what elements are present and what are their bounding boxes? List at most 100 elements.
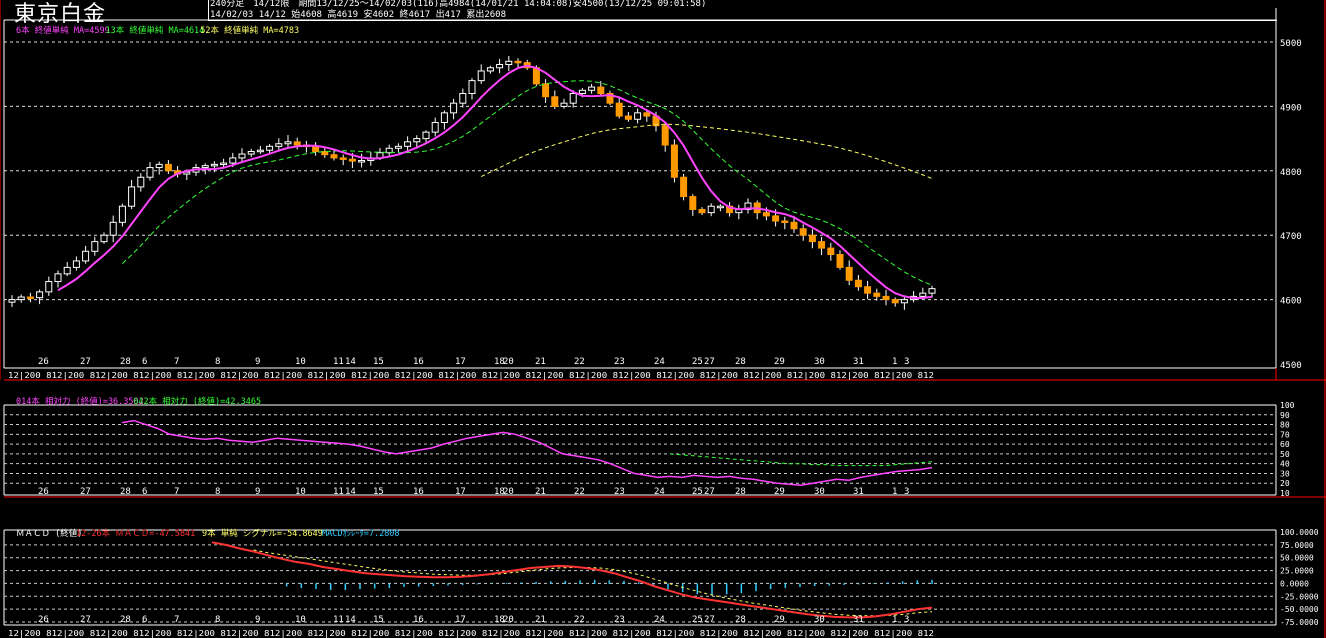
candle-body bbox=[634, 112, 642, 120]
macd-date-label: 10 bbox=[295, 615, 306, 625]
macd-date-label: 11 bbox=[333, 615, 344, 625]
header-line-2: 14/02/03 14/12 始4608 高4619 安4602 終4617 出… bbox=[210, 10, 506, 20]
candle-body bbox=[45, 281, 53, 293]
rsi-date-label: 8 bbox=[215, 487, 220, 497]
macd-date-label: 14 bbox=[345, 615, 356, 625]
candle-body bbox=[689, 196, 697, 210]
candle-body bbox=[707, 205, 715, 214]
rsi-tick-label: 80 bbox=[1280, 421, 1290, 430]
candle-body bbox=[772, 215, 780, 222]
candle-body bbox=[468, 80, 476, 95]
rsi-tick-label: 70 bbox=[1280, 430, 1290, 439]
main-date-label: 20 bbox=[503, 357, 514, 367]
candle-body bbox=[597, 86, 605, 95]
main-date-label: 25 bbox=[692, 357, 703, 367]
main-date-label: 28 bbox=[735, 357, 746, 367]
candle-body bbox=[229, 157, 237, 164]
macd-date-label: 15 bbox=[373, 615, 384, 625]
macd-date-label: 23 bbox=[614, 615, 625, 625]
rsi-date-label: 22 bbox=[574, 487, 585, 497]
main-date-label: 11 bbox=[333, 357, 344, 367]
main-date-label: 28 bbox=[120, 357, 131, 367]
rsi-date-label: 15 bbox=[373, 487, 384, 497]
macd-legend-item: 12-26本 ＭＡＣＤ=-47.5841 bbox=[76, 528, 195, 539]
main-date-label: 31 bbox=[853, 357, 864, 367]
rsi-date-label: 9 bbox=[255, 487, 260, 497]
candle-body bbox=[698, 208, 706, 214]
rsi-date-label: 11 bbox=[333, 487, 344, 497]
candle-body bbox=[569, 93, 577, 104]
candle-body bbox=[210, 163, 218, 167]
main-date-label: 27 bbox=[80, 357, 91, 367]
main-date-label: 10 bbox=[295, 357, 306, 367]
macd-date-label: 1 bbox=[892, 615, 897, 625]
candle-body bbox=[100, 234, 108, 243]
macd-signal-line bbox=[253, 549, 933, 617]
rsi-date-label: 10 bbox=[295, 487, 306, 497]
main-date-label: 17 bbox=[455, 357, 466, 367]
candle-body bbox=[109, 221, 117, 236]
rsi-date-label: 29 bbox=[774, 487, 785, 497]
macd-date-label: 17 bbox=[455, 615, 466, 625]
candle-body bbox=[404, 141, 412, 147]
macd-tick-label: -75.0000 bbox=[1280, 618, 1319, 627]
ma13-line bbox=[122, 80, 933, 286]
main-date-label: 8 bbox=[215, 357, 220, 367]
rsi-tick-label: 30 bbox=[1280, 469, 1290, 478]
candle-body bbox=[680, 176, 688, 198]
candle-body bbox=[900, 299, 908, 304]
candle-body bbox=[201, 165, 209, 169]
price-tick-label: 4700 bbox=[1280, 232, 1302, 242]
main-date-label: 30 bbox=[814, 357, 825, 367]
candle-body bbox=[413, 138, 421, 143]
macd-time-row: 12|200 812|200 812|200 812|200 812|200 8… bbox=[8, 629, 934, 638]
candle-body bbox=[827, 247, 835, 256]
macd-date-label: 24 bbox=[654, 615, 665, 625]
candle-body bbox=[919, 292, 927, 297]
candle-body bbox=[864, 286, 872, 294]
candle-body bbox=[293, 141, 301, 146]
candle-body bbox=[256, 149, 264, 153]
macd-date-label: 7 bbox=[174, 615, 179, 625]
price-tick-label: 4500 bbox=[1280, 361, 1302, 371]
main-date-label: 18 bbox=[494, 357, 505, 367]
rsi-legend-item: 014本 相対力 (終値)=36.3562 bbox=[16, 396, 144, 407]
candle-body bbox=[247, 150, 255, 155]
candle-body bbox=[873, 292, 881, 297]
candle-body bbox=[744, 202, 752, 210]
candle-body bbox=[36, 291, 44, 299]
candle-body bbox=[808, 234, 816, 243]
rsi-date-label: 28 bbox=[735, 487, 746, 497]
candle-body bbox=[385, 147, 393, 154]
candle-body bbox=[477, 70, 485, 82]
candle-body bbox=[496, 64, 504, 69]
candle-body bbox=[588, 86, 596, 91]
macd-date-label: 8 bbox=[215, 615, 220, 625]
macd-tick-label: 0.0000 bbox=[1280, 579, 1309, 588]
candle-body bbox=[854, 279, 862, 288]
rsi-date-label: 27 bbox=[80, 487, 91, 497]
candle-body bbox=[845, 266, 853, 281]
rsi-date-label: 3 bbox=[904, 487, 909, 497]
main-legend-item: 52本 終値単純 MA=4783 bbox=[200, 25, 299, 36]
macd-date-label: 16 bbox=[413, 615, 424, 625]
candle-body bbox=[882, 295, 890, 301]
macd-date-label: 9 bbox=[255, 615, 260, 625]
rsi-date-label: 6 bbox=[142, 487, 147, 497]
candle-body bbox=[394, 145, 402, 149]
rsi-date-label: 24 bbox=[654, 487, 665, 497]
main-date-label: 26 bbox=[38, 357, 49, 367]
candle-body bbox=[339, 157, 347, 160]
macd-date-label: 27 bbox=[704, 615, 715, 625]
candle-body bbox=[560, 102, 568, 107]
macd-date-label: 21 bbox=[535, 615, 546, 625]
rsi-tick-label: 20 bbox=[1280, 479, 1290, 488]
rsi-date-label: 16 bbox=[413, 487, 424, 497]
candle-body bbox=[284, 141, 292, 145]
macd-date-label: 30 bbox=[814, 615, 825, 625]
macd-date-label: 27 bbox=[80, 615, 91, 625]
candle-body bbox=[514, 60, 522, 64]
candle-body bbox=[615, 102, 623, 117]
rsi-date-label: 30 bbox=[814, 487, 825, 497]
main-legend-item: 13本 終値単純 MA=4614 bbox=[106, 25, 205, 36]
